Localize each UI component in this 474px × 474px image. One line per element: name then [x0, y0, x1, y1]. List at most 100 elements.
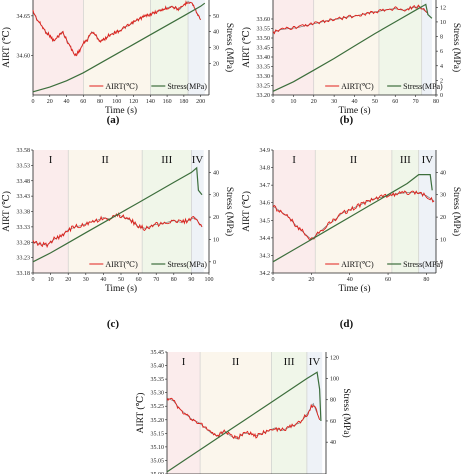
- y-tick-label: 34.60: [17, 53, 31, 59]
- legend-airt-label: AIRT(℃): [341, 260, 374, 269]
- stage-band-2: [315, 150, 392, 273]
- airt-trend-line: [272, 6, 429, 33]
- stage-label-III: III: [400, 154, 411, 166]
- y2-axis-title: Stress (MPa): [451, 23, 462, 72]
- y-tick-label: 34.65: [17, 14, 31, 20]
- y-tick-label: 33.40: [257, 55, 271, 61]
- y2-tick-label: 12: [440, 5, 446, 11]
- panel-label: (d): [340, 318, 354, 330]
- legend-stress-label: Stress(MPa): [403, 82, 443, 91]
- y2-tick-label: 30: [213, 193, 219, 199]
- x-tick-label: 180: [179, 99, 188, 105]
- x-tick-label: 50: [118, 277, 124, 283]
- y-tick-label: 35.15: [151, 431, 165, 437]
- y-tick-label: 34.6: [260, 201, 271, 207]
- stage-band-4: [306, 352, 323, 474]
- stress-line: [32, 166, 203, 263]
- x-tick-label: 100: [205, 277, 214, 283]
- x-tick-label: 70: [413, 99, 419, 105]
- x-tick-label: 0: [272, 277, 275, 283]
- x-tick-label: 40: [352, 99, 358, 105]
- airt-line: [32, 0, 201, 57]
- y-tick-label: 34.4: [260, 236, 271, 242]
- y2-tick-label: 10: [440, 20, 446, 26]
- x-axis-title: Time (s): [105, 283, 137, 294]
- y-tick-label: 33.23: [17, 256, 31, 262]
- chart-panel-1: 0 20 40 60 80 100 120 140 160 180 200 34.60 34.65 20 3…: [1, 0, 235, 126]
- y2-tick-label: 40: [213, 170, 219, 176]
- stage-label-I: I: [182, 356, 186, 368]
- y-tick-label: 35.00: [151, 472, 165, 474]
- y-tick-label: 34.2: [260, 271, 271, 277]
- y2-axis-title: Stress (MPa): [341, 388, 352, 437]
- x-axis-title: Time (s): [338, 105, 370, 116]
- y-tick-label: 34.8: [260, 166, 271, 172]
- stress-line: [32, 2, 206, 93]
- x-tick-label: 40: [64, 99, 70, 105]
- stage-band-2: [313, 0, 379, 95]
- x-tick-label: 140: [146, 99, 155, 105]
- stage-band-1: [33, 0, 84, 95]
- stage-band-3: [150, 0, 189, 95]
- stage-band-4: [188, 0, 205, 95]
- y-tick-label: 34.7: [260, 183, 271, 189]
- airt-trend-line: [272, 191, 435, 241]
- x-tick-label: 60: [392, 99, 398, 105]
- legend-stress-label: Stress(MPa): [167, 260, 207, 269]
- y-tick-label: 35.05: [151, 458, 165, 464]
- y-axis-title: AIRT (℃): [1, 191, 12, 232]
- y2-tick-label: 10: [440, 237, 446, 243]
- panel-label: (b): [340, 114, 354, 126]
- stage-band-1: [167, 352, 201, 474]
- y2-tick-label: 20: [440, 215, 446, 221]
- stage-band-1: [273, 0, 314, 95]
- x-axis-title: Time (s): [105, 105, 137, 116]
- x-tick-label: 120: [129, 99, 138, 105]
- y-tick-label: 33.30: [257, 74, 271, 80]
- y-tick-label: 35.45: [151, 350, 165, 356]
- y2-tick-label: 40: [440, 170, 446, 176]
- airt-line: [166, 397, 321, 440]
- stage-band-3: [378, 0, 422, 95]
- y-tick-label: 35.25: [151, 404, 165, 410]
- legend-airt-label: AIRT(℃): [105, 260, 138, 269]
- y2-tick-label: 10: [213, 237, 219, 243]
- airt-line: [272, 190, 435, 241]
- y-tick-label: 33.58: [17, 148, 31, 154]
- stress-line: [272, 3, 433, 92]
- y-axis-title: AIRT (℃): [135, 393, 146, 434]
- x-tick-label: 80: [171, 277, 177, 283]
- y-tick-label: 34.5: [260, 218, 271, 224]
- y2-tick-label: 30: [213, 46, 219, 52]
- panel-label: (c): [107, 318, 120, 330]
- y-tick-label: 33.50: [257, 36, 271, 42]
- x-tick-label: 0: [272, 99, 275, 105]
- airt-line: [272, 4, 429, 35]
- stage-label-I: I: [49, 154, 53, 166]
- y2-tick-label: 4: [440, 64, 443, 70]
- stage-band-2: [200, 352, 272, 474]
- x-tick-label: 200: [196, 99, 205, 105]
- x-tick-label: 20: [308, 277, 314, 283]
- y-tick-label: 35.10: [151, 445, 165, 451]
- y-tick-label: 33.20: [257, 93, 271, 99]
- stress-line: [166, 371, 322, 473]
- x-tick-label: 80: [97, 99, 103, 105]
- stage-label-II: II: [232, 356, 240, 368]
- y-tick-label: 33.55: [257, 27, 271, 33]
- y2-tick-label: 0: [440, 260, 443, 266]
- y-axis-title: AIRT (℃): [1, 27, 12, 68]
- x-tick-label: 80: [423, 277, 429, 283]
- y-axis-title: AIRT (℃): [241, 27, 252, 68]
- y-tick-label: 33.60: [257, 17, 271, 23]
- x-axis-title: Time (s): [338, 283, 370, 294]
- y2-tick-label: 6: [440, 49, 443, 55]
- stage-band-2: [68, 150, 143, 273]
- legend-airt-label: AIRT(℃): [341, 82, 374, 91]
- y2-tick-label: 80: [330, 398, 336, 404]
- y-tick-label: 34.3: [260, 253, 271, 259]
- x-tick-label: 50: [372, 99, 378, 105]
- x-tick-label: 10: [290, 99, 296, 105]
- y2-tick-label: 0: [213, 260, 216, 266]
- x-tick-label: 160: [163, 99, 172, 105]
